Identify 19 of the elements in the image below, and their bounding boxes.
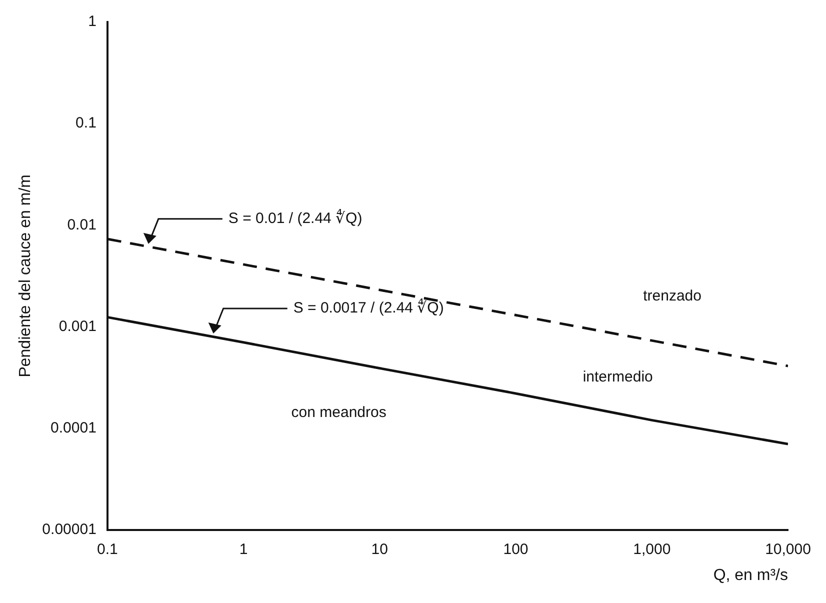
annotation: S = 0.01 / (2.44 ∜Q) [228,209,362,228]
x-tick-label: 10,000 [765,540,811,558]
annotation: con meandros [291,404,386,422]
x-axis-title: Q, en m³/s [713,566,788,584]
x-tick-label: 1,000 [633,540,671,558]
y-tick-label: 0.01 [67,216,96,234]
x-tick-label: 0.1 [96,540,118,558]
y-tick-label: 0.001 [58,318,96,335]
x-tick-label: 1 [239,540,248,558]
y-axis-title: Pendiente del cauce en m/m [17,174,34,378]
annotation: trenzado [643,287,702,304]
x-tick-label: 10 [371,540,388,558]
annotation: intermedio [582,368,653,386]
y-tick-label: 0.1 [76,114,96,132]
x-tick-label: 100 [503,540,528,558]
y-tick-label: 1 [88,13,96,30]
y-tick-label: 0.0001 [50,419,96,436]
y-tick-label: 0.00001 [42,520,96,538]
annotation: S = 0.0017 / (2.44 ∜Q) [293,298,444,317]
